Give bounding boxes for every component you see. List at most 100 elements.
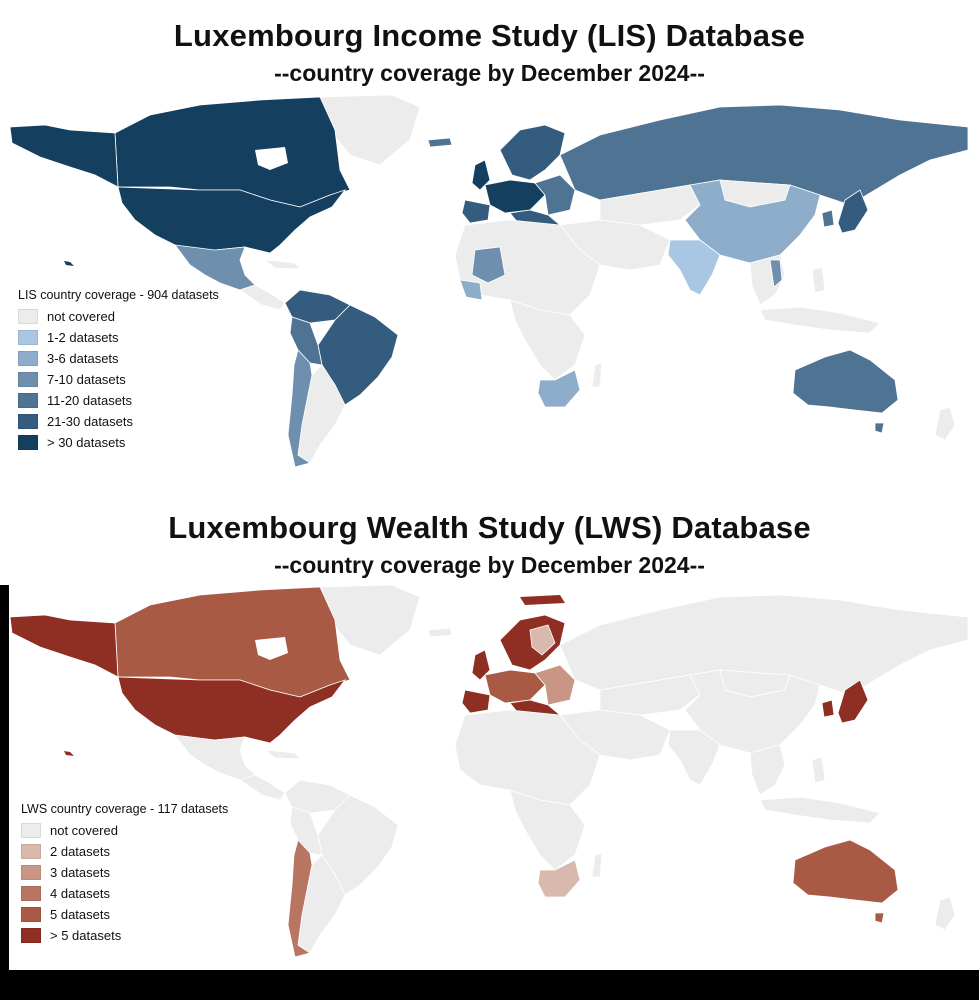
lws-region-alaska xyxy=(9,614,119,678)
lis-region-tasmania xyxy=(874,422,885,434)
lws-map-subtitle: --country coverage by December 2024-- xyxy=(274,552,705,578)
lis-region-scandinavia xyxy=(499,124,566,181)
lis-legend-label: 7-10 datasets xyxy=(47,372,126,387)
lws-legend-title: LWS country coverage - 117 datasets xyxy=(21,802,229,816)
lws-region-japan xyxy=(837,679,869,724)
lis-legend-label: 11-20 datasets xyxy=(47,393,133,408)
lws-legend-label: 2 datasets xyxy=(50,844,110,859)
lws-legend-swatch xyxy=(21,928,41,943)
lis-legend-item-over-30: > 30 datasets xyxy=(18,432,219,453)
lis-world-map xyxy=(0,94,979,480)
lis-region-india xyxy=(667,239,721,296)
lws-region-peru xyxy=(289,806,323,856)
lws-region-south-africa xyxy=(537,859,581,898)
lis-legend-label: not covered xyxy=(47,309,115,324)
lws-region-mexico xyxy=(174,734,256,781)
lws-legend-swatch xyxy=(21,865,41,880)
lws-legend-label: 4 datasets xyxy=(50,886,110,901)
lis-legend-swatch xyxy=(18,309,38,324)
lis-legend-item-11-20: 11-20 datasets xyxy=(18,390,219,411)
lis-legend-swatch xyxy=(18,414,38,429)
lws-region-central-america xyxy=(239,774,286,801)
lis-region-west-africa xyxy=(459,279,483,301)
lis-legend-label: 3-6 datasets xyxy=(47,351,119,366)
lis-legend: LIS country coverage - 904 datasets not … xyxy=(18,288,219,453)
lws-region-iberia xyxy=(461,689,491,714)
lis-region-peru xyxy=(289,316,323,366)
lis-legend-swatch xyxy=(18,330,38,345)
lws-legend-item-3: 3 datasets xyxy=(21,862,228,883)
lws-legend-swatch xyxy=(21,907,41,922)
lis-region-korea xyxy=(821,209,835,228)
lws-region-southeast-asia xyxy=(749,744,786,796)
lws-region-western-europe xyxy=(484,669,546,704)
lws-region-hawaii xyxy=(64,751,74,756)
lws-region-svalbard xyxy=(520,595,565,605)
lis-region-usa xyxy=(117,186,347,256)
lis-region-iceland xyxy=(427,137,453,148)
lis-region-china xyxy=(684,179,821,264)
lis-legend-swatch xyxy=(18,435,38,450)
lws-legend-label: > 5 datasets xyxy=(50,928,122,943)
lws-region-eastern-europe xyxy=(534,664,576,706)
lis-region-mali xyxy=(471,246,506,284)
lws-region-usa xyxy=(117,676,347,746)
lws-region-china xyxy=(684,669,821,754)
lws-legend-item-not-covered: not covered xyxy=(21,820,228,841)
lws-legend-label: not covered xyxy=(50,823,118,838)
lws-legend-item-5: 5 datasets xyxy=(21,904,228,925)
lws-region-new-zealand xyxy=(934,896,956,931)
lws-region-iceland xyxy=(427,627,453,638)
lis-legend-label: 1-2 datasets xyxy=(47,330,119,345)
lis-region-cuba xyxy=(263,259,301,270)
lis-region-vietnam xyxy=(769,259,783,288)
lws-map-svg xyxy=(9,585,969,958)
lis-region-south-africa xyxy=(537,369,581,408)
lis-region-central-america xyxy=(239,284,286,311)
lis-region-alaska xyxy=(9,124,119,188)
lis-legend-swatch xyxy=(18,351,38,366)
lis-legend-item-1-2: 1-2 datasets xyxy=(18,327,219,348)
lws-water-hudson-bay xyxy=(255,637,288,660)
lws-region-chile xyxy=(287,839,313,958)
lis-legend-swatch xyxy=(18,372,38,387)
lws-region-tasmania xyxy=(874,912,885,924)
lis-legend-label: > 30 datasets xyxy=(47,435,126,450)
lis-water-hudson-bay xyxy=(255,147,288,170)
lis-region-indonesia xyxy=(759,306,881,334)
lws-region-sweden-finland xyxy=(529,624,556,656)
lws-legend-swatch xyxy=(21,886,41,901)
lws-map-title: Luxembourg Wealth Study (LWS) Database xyxy=(168,510,811,545)
lis-region-iberia xyxy=(461,199,491,224)
lws-legend-label: 5 datasets xyxy=(50,907,110,922)
lis-region-eastern-europe xyxy=(534,174,576,216)
lis-legend-item-21-30: 21-30 datasets xyxy=(18,411,219,432)
lis-legend-item-3-6: 3-6 datasets xyxy=(18,348,219,369)
lis-region-central-africa xyxy=(509,299,586,381)
lws-region-indonesia xyxy=(759,796,881,824)
lis-map-svg xyxy=(9,94,969,468)
lis-map-title: Luxembourg Income Study (LIS) Database xyxy=(173,18,806,53)
lis-region-mexico xyxy=(174,244,256,291)
lis-region-japan xyxy=(837,189,869,234)
lws-legend-item-2: 2 datasets xyxy=(21,841,228,862)
lis-region-new-zealand xyxy=(934,406,956,441)
lws-legend-swatch xyxy=(21,823,41,838)
lis-region-western-europe xyxy=(484,179,546,214)
left-edge-bar xyxy=(0,585,9,970)
lws-region-madagascar xyxy=(591,852,603,878)
lis-legend-item-not-covered: not covered xyxy=(18,306,219,327)
lis-legend-swatch xyxy=(18,393,38,408)
bottom-edge-bar xyxy=(0,970,979,1000)
lws-region-central-africa xyxy=(509,789,586,871)
lws-region-australia xyxy=(792,839,899,904)
lis-legend-item-7-10: 7-10 datasets xyxy=(18,369,219,390)
lws-legend: LWS country coverage - 117 datasets not … xyxy=(21,802,228,946)
lis-region-chile xyxy=(287,349,313,468)
lis-region-madagascar xyxy=(591,362,603,388)
lis-region-australia xyxy=(792,349,899,414)
lis-region-philippines xyxy=(811,266,826,294)
lis-legend-title: LIS country coverage - 904 datasets xyxy=(18,288,219,302)
lis-legend-label: 21-30 datasets xyxy=(47,414,134,429)
lws-region-philippines xyxy=(811,756,826,784)
